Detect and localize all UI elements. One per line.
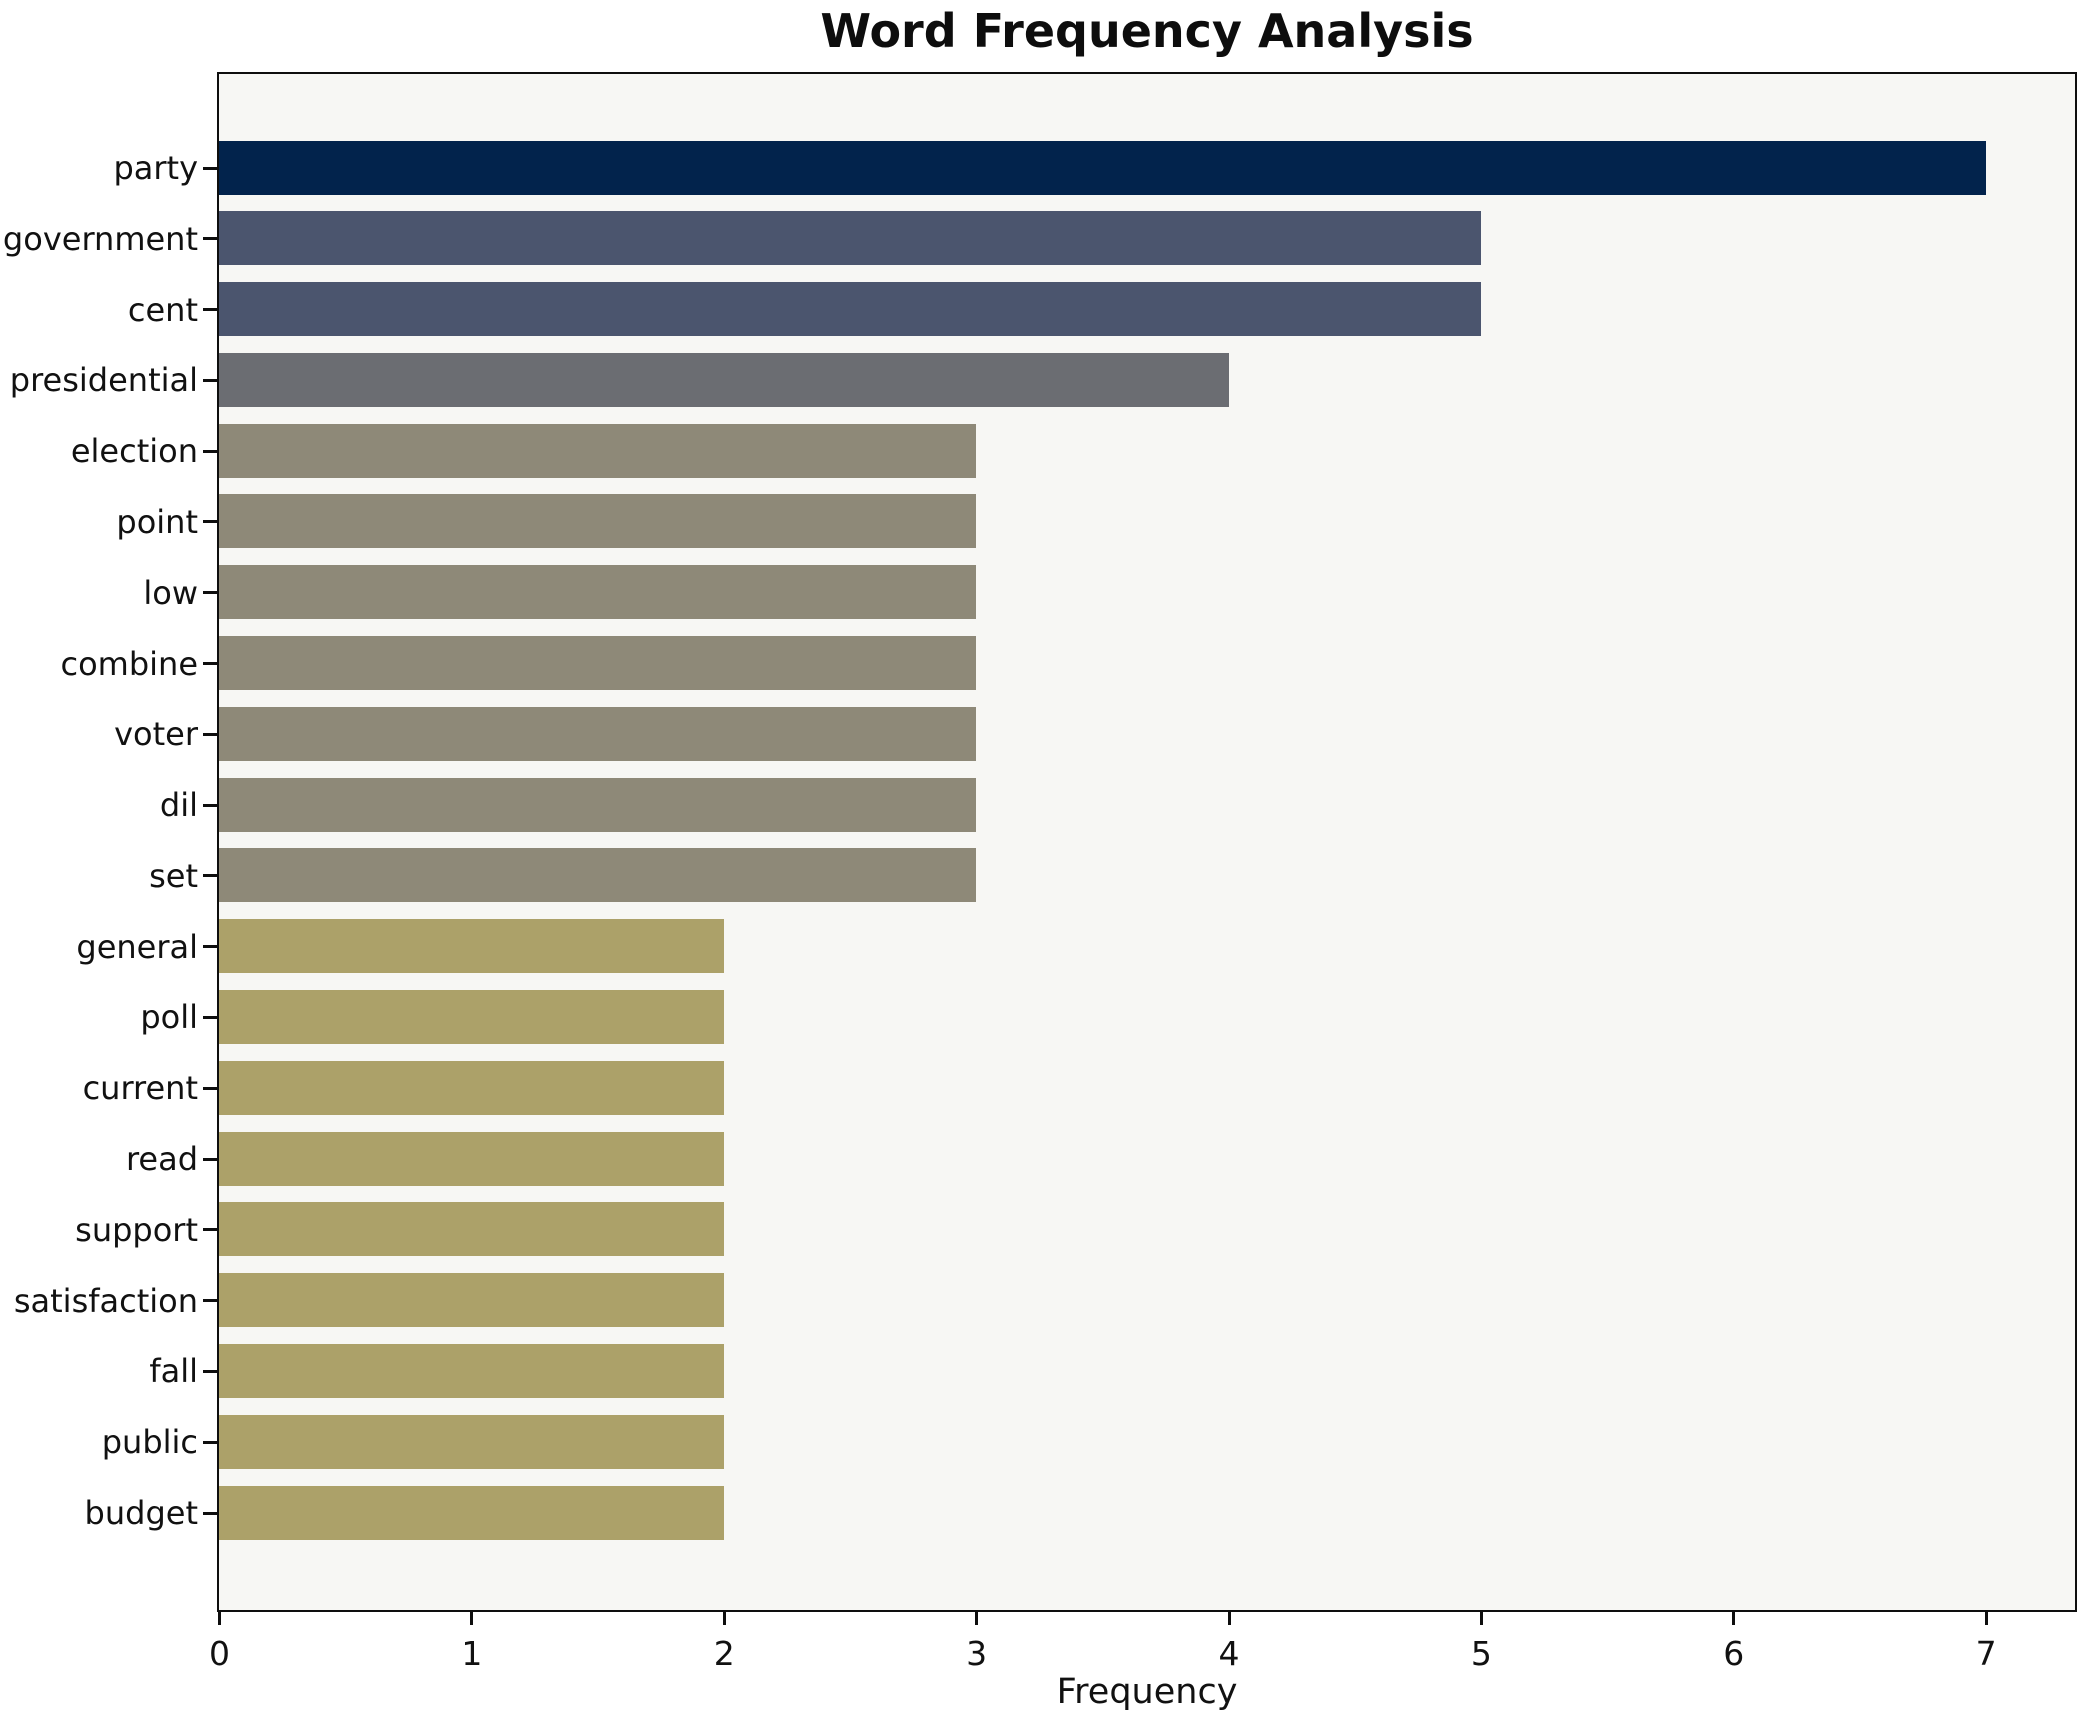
xtick-mark xyxy=(975,1612,979,1625)
ytick-label-public: public xyxy=(101,1423,198,1462)
ytick-label-presidential: presidential xyxy=(9,361,198,400)
ytick-mark xyxy=(203,1369,217,1373)
ytick-mark xyxy=(203,945,217,949)
bar-party xyxy=(219,140,1986,195)
xtick-label-4: 4 xyxy=(1218,1634,1240,1673)
ytick-mark xyxy=(203,591,217,595)
ytick-mark xyxy=(203,1228,217,1232)
bar-public xyxy=(219,1414,724,1469)
xtick-label-6: 6 xyxy=(1723,1634,1745,1673)
bar-current xyxy=(219,1060,724,1115)
ytick-mark xyxy=(203,732,217,736)
xtick-mark xyxy=(218,1612,221,1625)
ytick-label-cent: cent xyxy=(127,290,198,329)
bar-dil xyxy=(219,777,977,832)
bar-combine xyxy=(219,636,977,691)
ytick-label-government: government xyxy=(2,219,198,258)
ytick-mark xyxy=(203,378,217,382)
xtick-mark xyxy=(1732,1612,1736,1625)
bar-cent xyxy=(219,282,1481,337)
bar-election xyxy=(219,423,977,478)
ytick-label-election: election xyxy=(70,432,198,471)
xtick-label-3: 3 xyxy=(966,1634,988,1673)
xtick-label-7: 7 xyxy=(1975,1634,1997,1673)
ytick-mark xyxy=(203,1299,217,1303)
ytick-label-poll: poll xyxy=(140,998,198,1037)
bar-support xyxy=(219,1202,724,1257)
ytick-label-dil: dil xyxy=(159,786,198,825)
ytick-label-point: point xyxy=(116,502,198,541)
xtick-mark xyxy=(1227,1612,1231,1625)
xtick-mark xyxy=(722,1612,726,1625)
ytick-label-general: general xyxy=(76,927,198,966)
ytick-label-low: low xyxy=(143,573,198,612)
plot-area xyxy=(217,72,2077,1612)
ytick-mark xyxy=(203,1440,217,1444)
ytick-label-voter: voter xyxy=(114,715,198,754)
chart-title: Word Frequency Analysis xyxy=(820,4,1474,58)
ytick-mark xyxy=(203,520,217,524)
ytick-label-satisfaction: satisfaction xyxy=(13,1281,198,1320)
bar-general xyxy=(219,919,724,974)
bar-poll xyxy=(219,989,724,1044)
bar-set xyxy=(219,848,977,903)
bar-point xyxy=(219,494,977,549)
xtick-label-1: 1 xyxy=(461,1634,483,1673)
ytick-label-budget: budget xyxy=(84,1494,198,1532)
ytick-label-read: read xyxy=(125,1140,198,1179)
ytick-label-party: party xyxy=(113,149,198,187)
xtick-mark xyxy=(470,1612,474,1625)
ytick-label-current: current xyxy=(82,1069,198,1108)
ytick-mark xyxy=(203,308,217,312)
bar-satisfaction xyxy=(219,1273,724,1328)
xtick-label-2: 2 xyxy=(713,1634,735,1673)
bar-budget xyxy=(219,1485,724,1540)
ytick-mark xyxy=(203,449,217,453)
x-axis-label: Frequency xyxy=(1056,1672,1238,1712)
xtick-label-0: 0 xyxy=(209,1634,230,1673)
ytick-mark xyxy=(203,1511,217,1515)
ytick-label-fall: fall xyxy=(149,1352,198,1391)
bar-read xyxy=(219,1131,724,1186)
ytick-mark xyxy=(203,166,217,170)
ytick-mark xyxy=(203,874,217,878)
xtick-mark xyxy=(1479,1612,1483,1625)
bar-fall xyxy=(219,1343,724,1398)
xtick-label-5: 5 xyxy=(1470,1634,1492,1673)
ytick-mark xyxy=(203,237,217,241)
ytick-label-combine: combine xyxy=(60,644,198,683)
ytick-mark xyxy=(203,1015,217,1019)
ytick-mark xyxy=(203,1157,217,1161)
bar-low xyxy=(219,565,977,620)
ytick-mark xyxy=(203,662,217,666)
bar-voter xyxy=(219,706,977,761)
ytick-mark xyxy=(203,803,217,807)
bar-presidential xyxy=(219,352,1229,407)
bar-government xyxy=(219,211,1481,266)
xtick-mark xyxy=(1984,1612,1988,1625)
ytick-mark xyxy=(203,1086,217,1090)
ytick-label-support: support xyxy=(75,1210,198,1249)
ytick-label-set: set xyxy=(149,856,198,895)
